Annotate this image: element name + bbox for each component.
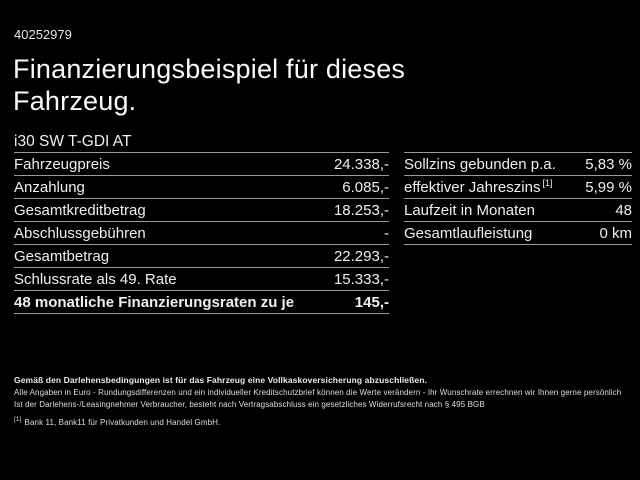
finance-row: Anzahlung 6.085,-	[14, 175, 389, 198]
condition-row-label: effektiver Jahreszins [1]	[404, 177, 553, 196]
finance-row-label: Anzahlung	[14, 178, 85, 196]
disclaimer-line: Alle Angaben in Euro - Rundungsdifferenz…	[14, 387, 622, 397]
finance-row-value: 145,-	[354, 293, 389, 311]
condition-row: Laufzeit in Monaten 48	[404, 198, 632, 221]
condition-row-label: Gesamtlaufleistung	[404, 224, 533, 242]
condition-row-label: Sollzins gebunden p.a.	[404, 155, 556, 173]
footnote-marker: [1]	[542, 177, 553, 188]
finance-row-value: 22.293,-	[333, 247, 389, 265]
finance-row-label: 48 monatliche Finanzierungsraten zu je	[14, 293, 295, 311]
finance-row-label: Schlussrate als 49. Rate	[14, 270, 177, 288]
finance-row: Fahrzeugpreis 24.338,-	[14, 152, 389, 175]
condition-row-value: 0 km	[599, 224, 632, 242]
finance-row-value: 15.333,-	[333, 270, 389, 288]
finance-row: Gesamtkreditbetrag 18.253,-	[14, 198, 389, 221]
finance-row-value: 24.338,-	[333, 155, 389, 173]
condition-row: Gesamtlaufleistung 0 km	[404, 221, 632, 244]
tables-section: Fahrzeugpreis 24.338,- Anzahlung 6.085,-…	[14, 152, 632, 314]
finance-row-monthly-rate: 48 monatliche Finanzierungsraten zu je 1…	[14, 290, 389, 313]
finance-row: Abschlussgebühren -	[14, 221, 389, 244]
condition-row-label: Laufzeit in Monaten	[404, 201, 535, 219]
condition-row-value: 5,99 %	[585, 178, 632, 196]
condition-row-value: 48	[615, 201, 632, 219]
finance-row-value: -	[384, 224, 389, 242]
page-title: Finanzierungsbeispiel für dieses Fahrzeu…	[13, 53, 405, 117]
withdrawal-note: Ist der Darlehens-/Leasingnehmer Verbrau…	[14, 400, 485, 409]
conditions-table: Sollzins gebunden p.a. 5,83 % effektiver…	[404, 152, 632, 245]
bank-footnote-text: Bank 11, Bank11 für Privatkunden und Han…	[24, 418, 221, 427]
offer-id: 40252979	[14, 27, 72, 42]
page-title-line2: Fahrzeug.	[13, 86, 137, 116]
condition-row-value: 5,83 %	[585, 155, 632, 173]
footer-disclaimers: Gemäß den Darlehensbedingungen ist für d…	[14, 374, 628, 412]
finance-row: Schlussrate als 49. Rate 15.333,-	[14, 267, 389, 290]
finance-row: Gesamtbetrag 22.293,-	[14, 244, 389, 267]
finance-row-value: 6.085,-	[342, 178, 389, 196]
finance-row-label: Gesamtbetrag	[14, 247, 110, 265]
bank-footnote: [1] Bank 11, Bank11 für Privatkunden und …	[14, 416, 221, 427]
finance-row-label: Abschlussgebühren	[14, 224, 146, 242]
finance-row-value: 18.253,-	[333, 201, 389, 219]
finance-row-label: Gesamtkreditbetrag	[14, 201, 146, 219]
finance-table: Fahrzeugpreis 24.338,- Anzahlung 6.085,-…	[14, 152, 389, 314]
condition-row: effektiver Jahreszins [1] 5,99 %	[404, 175, 632, 198]
footnote-marker: [1]	[14, 416, 22, 424]
condition-row-label-text: effektiver Jahreszins	[404, 178, 541, 196]
condition-row: Sollzins gebunden p.a. 5,83 %	[404, 152, 632, 175]
finance-row-label: Fahrzeugpreis	[14, 155, 110, 173]
vehicle-model: i30 SW T-GDI AT	[14, 133, 132, 150]
insurance-note: Gemäß den Darlehensbedingungen ist für d…	[14, 375, 427, 385]
page-title-line1: Finanzierungsbeispiel für dieses	[13, 54, 406, 84]
